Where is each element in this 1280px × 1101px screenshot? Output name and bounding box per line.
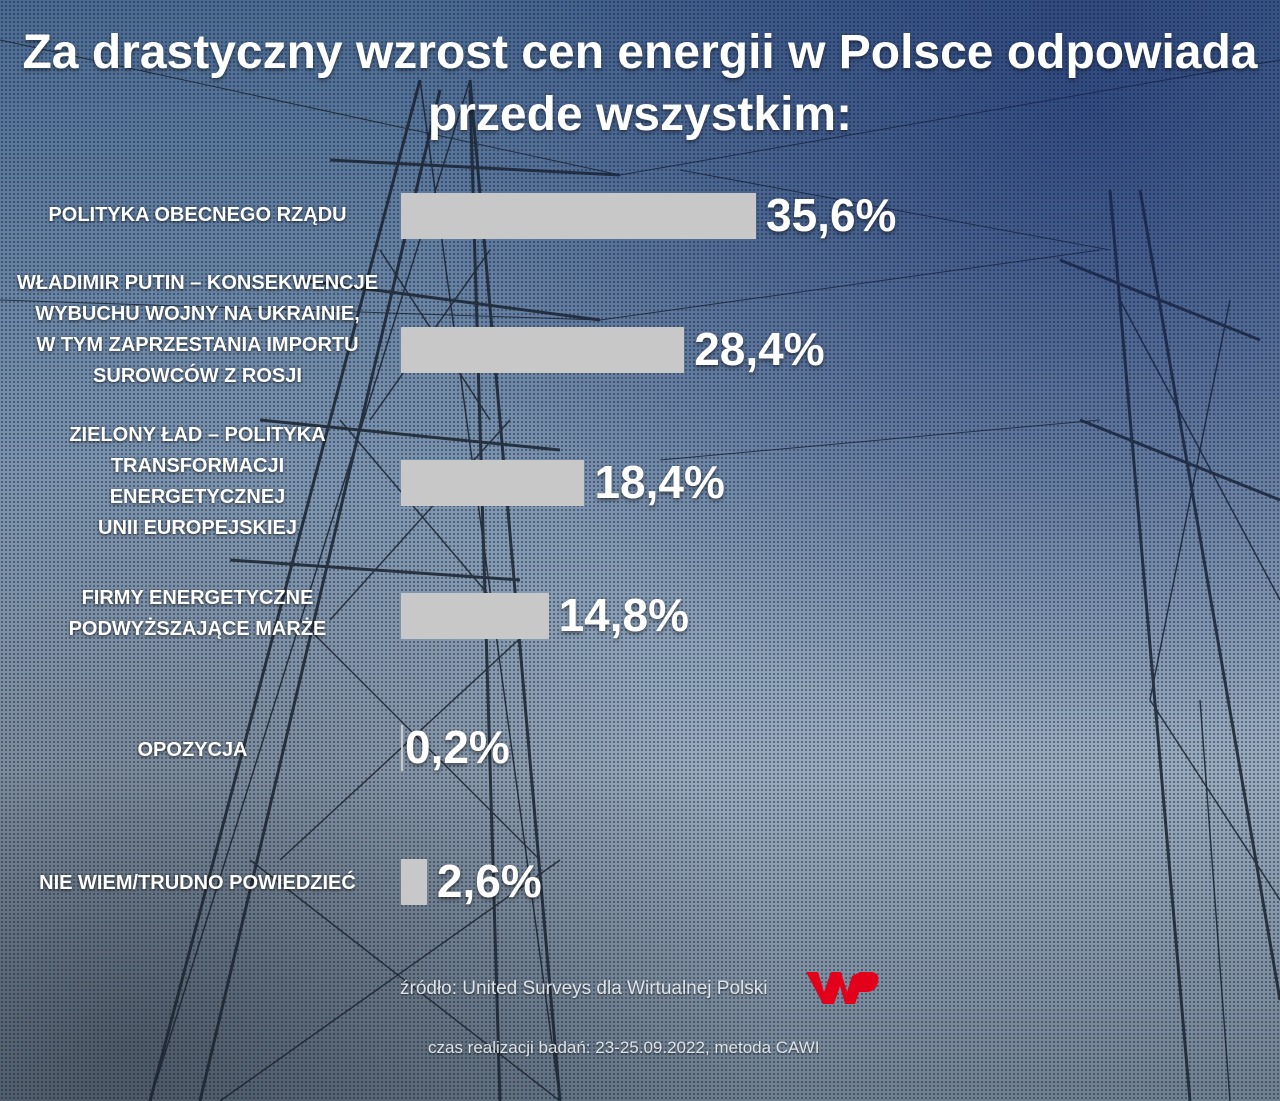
category-label-1: POLITYKA OBECNEGO RZĄDU bbox=[48, 204, 347, 226]
bar-6 bbox=[401, 859, 427, 905]
value-label-4: 14,8% bbox=[558, 589, 690, 641]
bar-3 bbox=[401, 460, 585, 506]
category-label-5: OPOZYCJA bbox=[137, 739, 248, 761]
value-label-3: 18,4% bbox=[594, 456, 725, 508]
category-label-2: WŁADIMIR PUTIN – KONSEKWENCJE WYBUCHU WO… bbox=[16, 272, 379, 387]
chart-title-line-2: przede wszystkim: bbox=[427, 88, 853, 141]
value-label-5: 0,2% bbox=[404, 721, 510, 773]
category-label-3: ZIELONY ŁAD – POLITYKA TRANSFORMACJI ENE… bbox=[69, 424, 326, 539]
bar-5 bbox=[401, 725, 403, 771]
value-label-2: 28,4% bbox=[694, 323, 825, 375]
category-label-4: FIRMY ENERGETYCZNE PODWYŻSZAJĄCE MARŻE bbox=[68, 587, 327, 640]
source-note: źródło: United Surveys dla Wirtualnej Po… bbox=[400, 978, 768, 999]
bar-1 bbox=[401, 193, 756, 239]
value-label-1: 35,6% bbox=[766, 189, 897, 241]
bar-2 bbox=[401, 327, 685, 373]
chart-title-line-1: Za drastyczny wzrost cen energii w Polsc… bbox=[22, 26, 1258, 79]
survey-method-note: czas realizacji badań: 23-25.09.2022, me… bbox=[428, 1038, 820, 1057]
category-label-6: NIE WIEM/TRUDNO POWIEDZIEĆ bbox=[39, 872, 356, 894]
wp-logo-icon bbox=[806, 972, 879, 1004]
value-label-6: 2,6% bbox=[436, 855, 542, 907]
chart-title: Za drastyczny wzrost cen energii w Polsc… bbox=[0, 22, 1280, 146]
bar-4 bbox=[401, 593, 549, 639]
